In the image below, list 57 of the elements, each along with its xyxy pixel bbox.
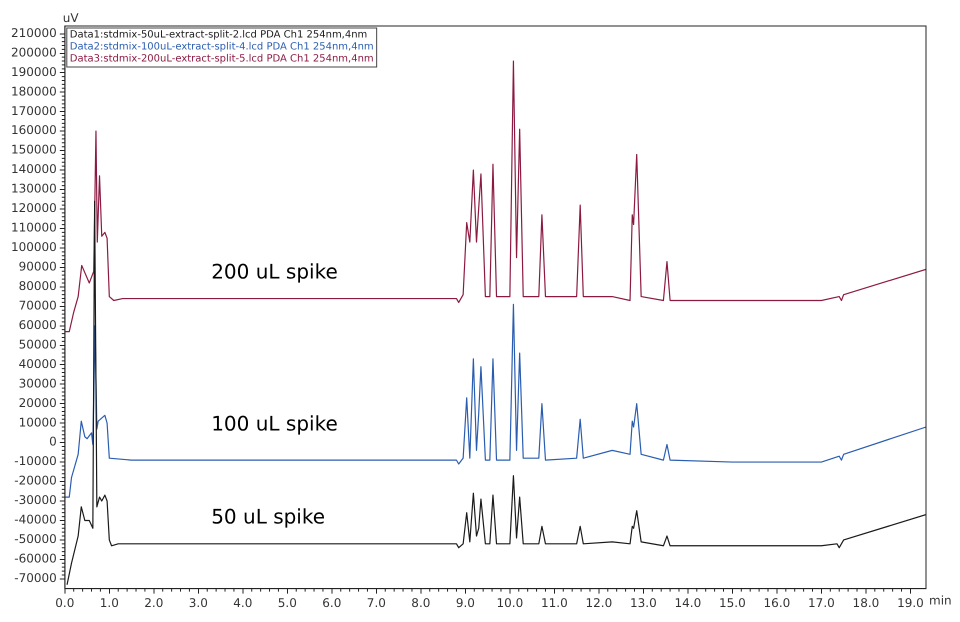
x-tick-label: 12.0 [586,596,612,610]
y-tick-label: 70000 [18,298,57,312]
y-tick-label: 110000 [10,220,57,235]
y-tick-label: 180000 [10,84,57,98]
y-tick-label: -20000 [14,474,57,488]
annotation: 100 uL spike [211,412,338,436]
y-tick-label: 140000 [10,162,57,176]
x-tick-label: 6.0 [322,596,342,610]
y-tick-label: -10000 [14,454,57,468]
y-tick-label: 30000 [18,376,57,390]
x-tick-label: 15.0 [719,596,746,610]
y-tick-label: 120000 [10,201,57,216]
x-tick-label: 4.0 [233,596,252,610]
x-tick-label: 9.0 [456,596,475,610]
x-tick-label: 11.0 [541,596,568,610]
text: Data1:stdmix-50uL-extract-split-2.lcd PDA Ch1 254nm,4nm [70,30,368,41]
y-tick-label: 210000 [10,26,57,40]
y-tick-label: -40000 [14,512,57,527]
y-tick-label: 0 [49,434,57,449]
y-tick-label: 60000 [18,318,57,332]
y-tick-label: 80000 [18,278,57,293]
y-tick-label: 170000 [10,104,57,118]
text: Data2:stdmix-100uL-extract-split-4.lcd PDA Ch1 254nm,4nm [70,42,374,53]
x-tick-label: 10.0 [496,596,524,610]
y-tick-label: 130000 [10,182,57,196]
x-tick-label: 13.0 [630,596,657,610]
y-tick-label: 50000 [18,337,57,352]
y-tick-label: -70000 [14,570,57,585]
y-tick-label: 190000 [10,64,57,79]
x-tick-label: 2.0 [144,596,164,610]
annotation: 50 uL spike [211,504,326,528]
x-tick-label: 14.0 [674,596,702,610]
annotation: 200 uL spike [211,260,338,284]
y-tick-label: 160000 [10,123,57,138]
y-tick-label: -60000 [14,552,57,566]
y-tick-label: 40000 [18,356,57,371]
x-tick-label: 1.0 [100,596,119,610]
y-axis-title: uV [62,11,80,26]
x-axis-title: min [929,594,952,608]
x-tick-label: 0.0 [55,596,74,610]
x-tick-label: 7.0 [366,596,386,610]
y-tick-label: 200000 [10,45,57,60]
x-tick-label: 18.0 [852,596,880,610]
x-tick-label: 19.0 [897,596,924,610]
x-tick-label: 5.0 [278,596,297,610]
y-tick-label: 100000 [10,240,57,254]
x-tick-label: 16.0 [764,596,790,610]
y-tick-label: 20000 [18,396,57,410]
y-tick-label: -50000 [14,532,57,546]
x-tick-label: 17.0 [808,596,835,610]
y-tick-label: 90000 [18,260,57,274]
y-tick-label: 150000 [10,142,57,157]
text: Data3:stdmix-200uL-extract-split-5.lcd PDA Ch1 254nm,4nm [70,54,374,65]
x-tick-label: 3.0 [188,596,208,610]
x-tick-label: 8.0 [411,596,430,610]
y-tick-label: 10000 [18,415,57,430]
y-tick-label: -30000 [14,493,57,508]
